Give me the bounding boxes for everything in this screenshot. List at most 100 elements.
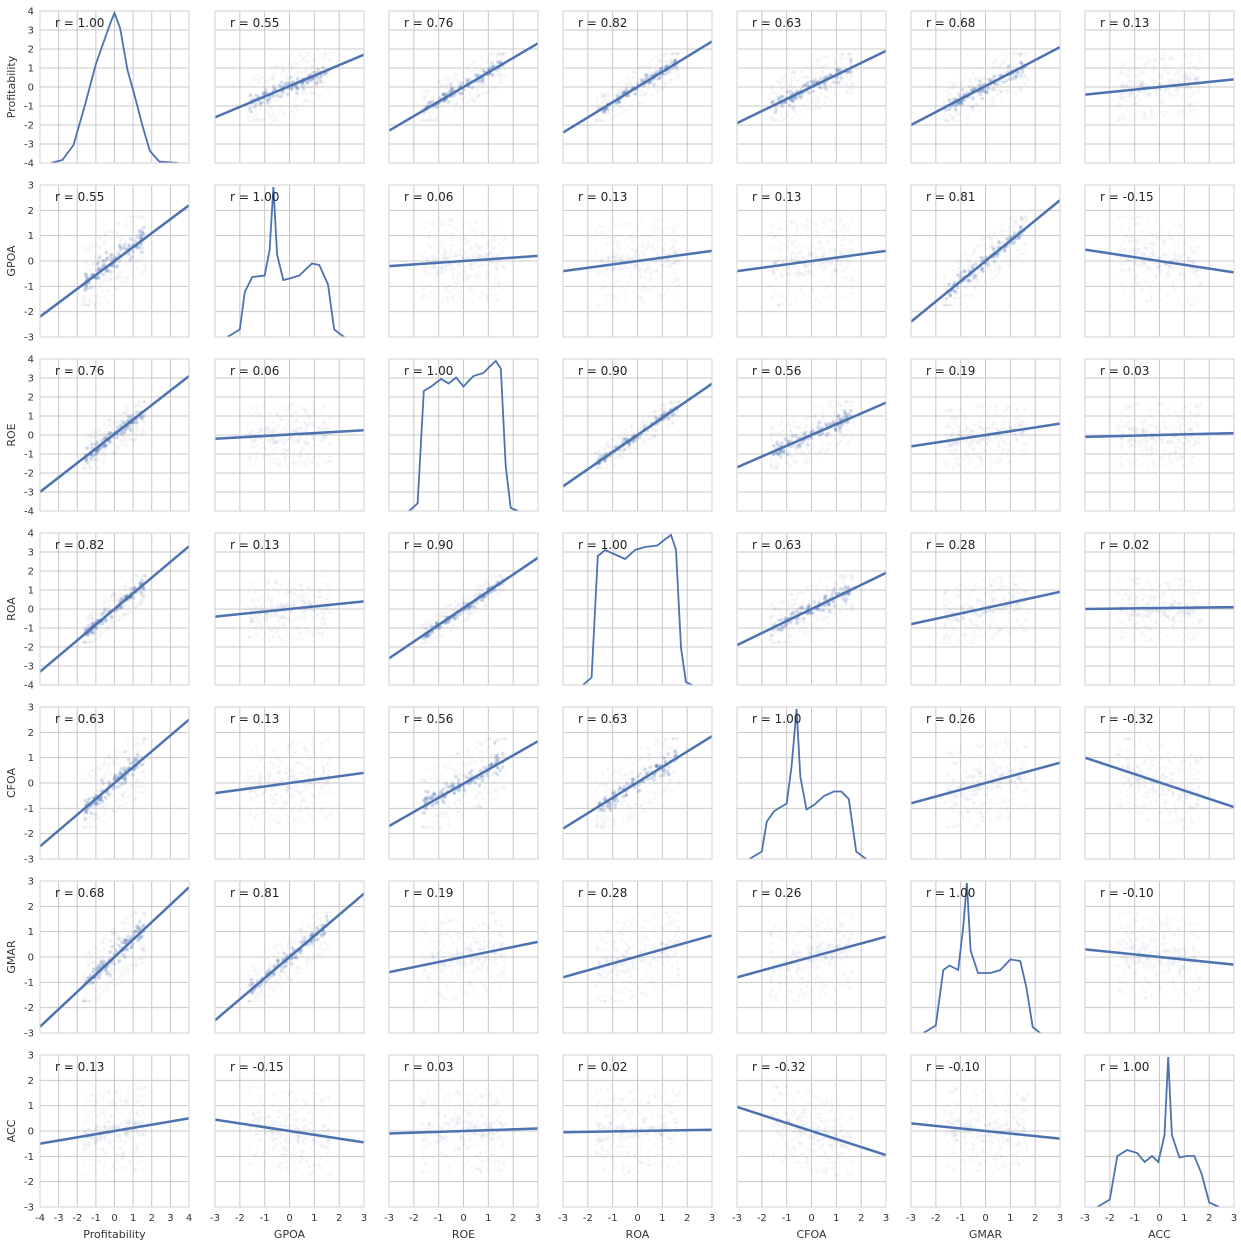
scatter-point bbox=[491, 247, 495, 251]
scatter-point bbox=[621, 89, 626, 94]
scatter-point bbox=[634, 263, 638, 268]
scatter-point bbox=[770, 225, 775, 229]
scatter-point bbox=[488, 54, 492, 59]
scatter-point bbox=[1127, 70, 1131, 74]
scatter-point bbox=[966, 267, 970, 271]
scatter-point bbox=[630, 240, 634, 244]
scatter-point bbox=[603, 98, 607, 102]
scatter-point bbox=[829, 229, 833, 233]
scatter-point bbox=[628, 82, 633, 87]
scatter-point bbox=[105, 259, 109, 263]
scatter-point bbox=[984, 103, 989, 107]
scatter-point bbox=[606, 107, 610, 112]
scatter-point bbox=[811, 89, 815, 94]
scatter-point bbox=[1169, 80, 1173, 84]
scatter-point bbox=[674, 240, 678, 244]
scatter-point bbox=[978, 244, 983, 248]
scatter-point bbox=[1153, 80, 1157, 84]
scatter-point bbox=[961, 80, 966, 84]
plot-area bbox=[215, 52, 364, 122]
scatter-point bbox=[844, 277, 848, 281]
scatter-point bbox=[994, 102, 998, 106]
scatter-point bbox=[1019, 225, 1023, 229]
scatter-point bbox=[1159, 269, 1163, 273]
scatter-point bbox=[137, 229, 142, 233]
scatter-point bbox=[614, 279, 618, 283]
scatter-point bbox=[246, 109, 250, 113]
scatter-point bbox=[778, 303, 782, 307]
scatter-point bbox=[767, 97, 772, 101]
scatter-point bbox=[977, 271, 981, 275]
scatter-point bbox=[614, 283, 618, 287]
scatter-point bbox=[623, 100, 627, 104]
scatter-point bbox=[491, 238, 495, 242]
scatter-point bbox=[461, 236, 465, 240]
scatter-point bbox=[617, 105, 621, 110]
scatter-point bbox=[1157, 75, 1161, 79]
scatter-point bbox=[995, 82, 1000, 87]
scatter-point bbox=[305, 79, 310, 84]
scatter-point bbox=[1184, 79, 1188, 83]
scatter-point bbox=[88, 303, 92, 307]
scatter-point bbox=[675, 257, 679, 261]
y-tick-label: 0 bbox=[28, 257, 34, 268]
scatter-point bbox=[998, 232, 1002, 236]
scatter-point bbox=[950, 118, 954, 122]
scatter-point bbox=[953, 296, 957, 300]
scatter-point bbox=[137, 253, 142, 257]
scatter-point bbox=[600, 100, 604, 104]
scatter-point bbox=[613, 250, 617, 254]
scatter-point bbox=[957, 266, 961, 270]
scatter-point bbox=[634, 247, 639, 252]
scatter-point bbox=[96, 267, 101, 272]
scatter-point bbox=[654, 238, 658, 242]
scatter-point bbox=[1023, 82, 1028, 86]
scatter-point bbox=[302, 106, 306, 110]
scatter-point bbox=[91, 299, 95, 303]
scatter-point bbox=[812, 263, 816, 267]
scatter-point bbox=[635, 79, 639, 84]
scatter-point bbox=[440, 84, 444, 88]
scatter-point bbox=[992, 74, 996, 79]
scatter-point bbox=[1176, 68, 1180, 72]
scatter-point bbox=[480, 230, 484, 234]
scatter-point bbox=[669, 78, 673, 82]
scatter-point bbox=[998, 266, 1002, 270]
scatter-point bbox=[825, 239, 829, 243]
scatter-point bbox=[969, 99, 974, 103]
scatter-point bbox=[989, 268, 993, 272]
scatter-point bbox=[596, 249, 600, 253]
scatter-point bbox=[947, 303, 951, 307]
scatter-point bbox=[1175, 104, 1179, 108]
scatter-point bbox=[292, 105, 297, 109]
scatter-point bbox=[445, 243, 449, 248]
scatter-point bbox=[613, 94, 618, 98]
scatter-point bbox=[620, 254, 624, 258]
scatter-point bbox=[656, 89, 660, 93]
panel-frame bbox=[388, 10, 539, 164]
scatter-point bbox=[1137, 261, 1141, 266]
scatter-point bbox=[456, 79, 460, 83]
scatter-point bbox=[969, 78, 973, 82]
scatter-point bbox=[769, 247, 773, 251]
scatter-point bbox=[437, 81, 441, 85]
scatter-point bbox=[90, 245, 94, 249]
scatter-point bbox=[1176, 303, 1180, 307]
scatter-point bbox=[261, 91, 266, 96]
scatter-point bbox=[947, 118, 951, 122]
scatter-point bbox=[323, 52, 327, 56]
scatter-point bbox=[630, 234, 634, 238]
scatter-point bbox=[637, 274, 642, 278]
scatter-point bbox=[1171, 285, 1175, 289]
scatter-point bbox=[125, 241, 129, 245]
scatter-point bbox=[470, 85, 475, 90]
scatter-point bbox=[298, 59, 302, 63]
scatter-point bbox=[836, 93, 840, 97]
scatter-point bbox=[1161, 64, 1165, 68]
scatter-point bbox=[463, 235, 467, 239]
scatter-point bbox=[1188, 102, 1192, 106]
scatter-point bbox=[772, 97, 777, 101]
scatter-point bbox=[985, 105, 990, 109]
scatter-point bbox=[141, 246, 145, 250]
scatter-point bbox=[633, 254, 637, 259]
